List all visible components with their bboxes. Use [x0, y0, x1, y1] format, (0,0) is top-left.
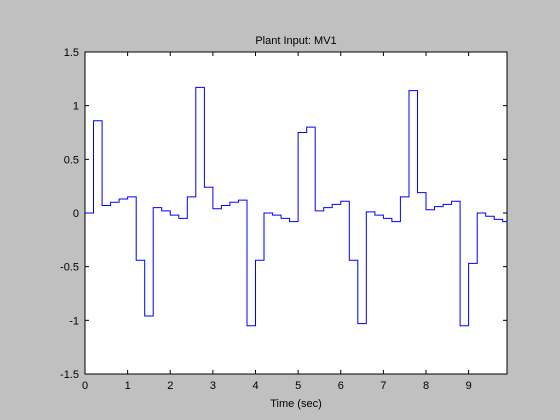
x-tick-label: 1	[125, 380, 131, 392]
plot-area	[84, 51, 508, 375]
y-tick-label: 1	[73, 101, 79, 113]
x-tick-label: 5	[295, 380, 301, 392]
x-tick-label: 9	[466, 380, 472, 392]
y-tick-label: 0.5	[64, 154, 79, 166]
axis-ticks	[84, 51, 507, 375]
x-tick-label: 4	[252, 380, 258, 392]
y-tick-label: -1	[69, 315, 79, 327]
x-tick-label: 0	[82, 380, 88, 392]
y-tick-label: 0	[73, 208, 79, 220]
series-line-mv1	[85, 86, 507, 327]
y-tick-label: 1.5	[64, 47, 79, 59]
y-tick-labels: -1.5 -1 -0.5 0 0.5 1 1.5	[60, 47, 79, 381]
x-tick-labels: 0 1 2 3 4 5 6 7 8 9	[82, 380, 472, 392]
x-tick-label: 8	[423, 380, 429, 392]
chart-title: Plant Input: MV1	[255, 35, 336, 47]
x-tick-label: 3	[210, 380, 216, 392]
y-tick-label: -0.5	[60, 262, 79, 274]
y-tick-label: -1.5	[60, 369, 79, 381]
x-axis-label: Time (sec)	[270, 398, 322, 410]
x-tick-label: 2	[167, 380, 173, 392]
x-tick-label: 6	[338, 380, 344, 392]
x-tick-label: 7	[380, 380, 386, 392]
